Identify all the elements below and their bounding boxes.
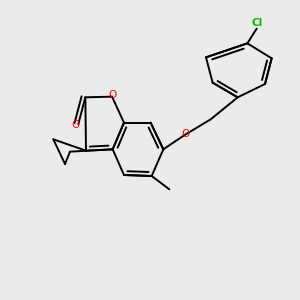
- Text: O: O: [182, 129, 190, 139]
- Text: O: O: [71, 121, 80, 130]
- Text: O: O: [109, 90, 117, 100]
- Text: Cl: Cl: [251, 18, 262, 28]
